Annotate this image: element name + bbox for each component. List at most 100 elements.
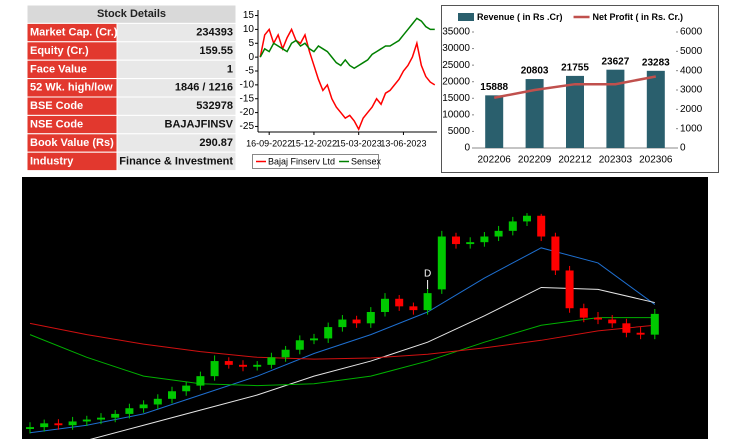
candle-body <box>68 421 77 426</box>
y-tick-label: 25000 <box>442 60 470 71</box>
moving-average <box>55 286 655 444</box>
row-value: BAJAJFINSV <box>165 119 234 131</box>
candle-body <box>324 327 333 339</box>
row-label: Equity (Cr.) <box>30 45 89 57</box>
legend-label: Revenue ( in Rs .Cr) <box>477 12 563 22</box>
candle-body <box>281 349 290 358</box>
data-label: 20803 <box>521 66 549 77</box>
candle-body <box>622 323 631 333</box>
candle-body <box>153 398 162 405</box>
bar <box>485 95 504 148</box>
candle-body <box>310 338 318 341</box>
moving-average <box>29 322 655 360</box>
bar <box>566 75 584 148</box>
candle-body <box>168 391 176 399</box>
x-tick-label: 202206 <box>478 155 512 166</box>
row-value: 290.87 <box>199 137 233 149</box>
x-tick-label: 16-09-2022 <box>246 138 292 148</box>
data-label: 23627 <box>601 56 629 67</box>
annotation: D <box>424 269 431 280</box>
row-label: 52 Wk. high/low <box>30 82 113 94</box>
y-tick-label: 0 <box>464 143 470 154</box>
candle-body <box>579 308 588 318</box>
candle-body <box>381 298 389 312</box>
candle-body <box>26 427 34 429</box>
candle-body <box>480 236 489 243</box>
legend-label: Bajaj Finserv Ltd <box>268 156 335 166</box>
candle-body <box>82 419 91 422</box>
y-tick-label: 10000 <box>442 109 470 120</box>
value-cell <box>116 59 237 80</box>
candle-body <box>565 270 574 309</box>
x-tick-label: 15-12-2022 <box>291 138 337 148</box>
y2-tick-label: 1000 <box>680 123 703 134</box>
candle-body <box>352 319 361 324</box>
row-label: NSE Code <box>30 119 83 131</box>
y-tick-label: 15 <box>243 10 255 21</box>
x-tick-label: 202212 <box>558 155 592 166</box>
y2-tick-label: 5000 <box>680 46 703 57</box>
candle-body <box>139 404 148 409</box>
candle-body <box>295 340 304 350</box>
candle-body <box>210 361 219 377</box>
y-tick-label: 10 <box>243 24 255 35</box>
data-label: 23283 <box>642 57 670 68</box>
x-tick-label: 202303 <box>599 155 633 166</box>
legend-swatch <box>458 13 474 21</box>
legend-label: Net Profit ( in Rs. Cr.) <box>593 12 684 22</box>
series-line <box>259 17 435 70</box>
candle-body <box>239 364 247 367</box>
y2-tick-label: 3000 <box>680 85 703 96</box>
row-value: 1 <box>227 63 233 75</box>
candle-panel <box>22 177 708 439</box>
candle-body <box>224 361 233 365</box>
moving-average <box>29 317 655 387</box>
row-value: Finance & Investment <box>119 155 233 167</box>
candle-body <box>395 298 404 307</box>
candle-body <box>267 357 276 365</box>
candle-body <box>366 312 375 324</box>
series-line <box>259 27 436 131</box>
bar <box>525 79 544 148</box>
y-tick-label: -25 <box>240 121 255 132</box>
data-label: 21755 <box>561 63 589 74</box>
candle-body <box>452 236 460 245</box>
y-tick-label: 20000 <box>442 76 470 87</box>
y2-tick-label: 0 <box>680 143 686 154</box>
candle-body <box>466 242 475 245</box>
candle-body <box>111 413 120 418</box>
candle-body <box>196 376 205 386</box>
candle-body <box>253 364 262 367</box>
candle-body <box>409 306 418 311</box>
y2-tick-label: 6000 <box>680 27 703 38</box>
candle-body <box>650 313 659 335</box>
value-cell <box>116 151 237 172</box>
candle-body <box>54 423 63 426</box>
y-tick-label: 0 <box>248 52 254 63</box>
candle-body <box>523 215 531 222</box>
candle-body <box>182 385 191 392</box>
row-value: 159.55 <box>199 45 233 57</box>
candle-body <box>508 221 517 231</box>
y-tick-label: -15 <box>240 93 255 104</box>
y-tick-label: 30000 <box>442 43 470 54</box>
bar <box>646 70 665 148</box>
bar <box>606 69 625 148</box>
row-label: Market Cap. (Cr.) <box>30 27 118 39</box>
legend-label: Sensex <box>351 156 382 166</box>
row-value: 234393 <box>196 27 233 39</box>
y-tick-label: -10 <box>240 80 255 91</box>
row-label: BSE Code <box>30 100 83 112</box>
candle-body <box>338 319 347 328</box>
row-label: Industry <box>30 155 74 167</box>
y2-tick-label: 2000 <box>680 104 703 115</box>
table-title: Stock Details <box>97 8 166 20</box>
series-line <box>493 75 657 99</box>
y-tick-label: 5000 <box>448 126 471 137</box>
y-tick-label: 15000 <box>442 93 470 104</box>
data-label: 15888 <box>480 82 508 93</box>
candle-body <box>537 215 546 237</box>
y-tick-label: 35000 <box>442 27 470 38</box>
